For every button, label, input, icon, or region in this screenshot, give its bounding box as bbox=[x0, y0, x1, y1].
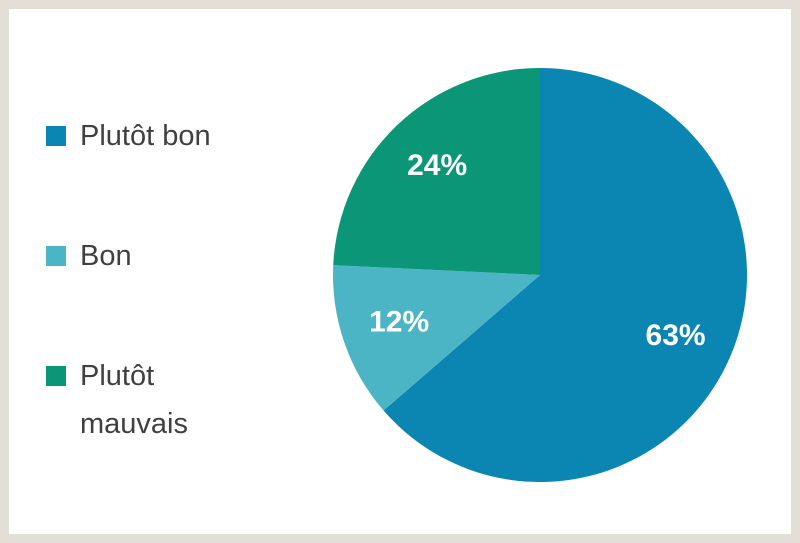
legend-label: Plutôt bon bbox=[80, 120, 211, 152]
legend-item: Plutôt mauvais bbox=[46, 352, 246, 448]
data-label: 63% bbox=[646, 319, 706, 352]
legend-swatch bbox=[46, 126, 66, 146]
pie-slice bbox=[333, 68, 540, 275]
pie-slice bbox=[333, 265, 540, 411]
data-label: 12% bbox=[369, 306, 429, 339]
pie-slice bbox=[383, 68, 747, 482]
data-label: 24% bbox=[407, 149, 467, 182]
legend-item: Bon bbox=[46, 232, 246, 280]
legend-label: Plutôt mauvais bbox=[80, 360, 188, 440]
legend-swatch bbox=[46, 246, 66, 266]
legend-swatch bbox=[46, 366, 66, 386]
legend-label: Bon bbox=[80, 240, 132, 272]
legend: Plutôt bon Bon Plutôt mauvais bbox=[46, 112, 246, 520]
legend-item: Plutôt bon bbox=[46, 112, 246, 160]
